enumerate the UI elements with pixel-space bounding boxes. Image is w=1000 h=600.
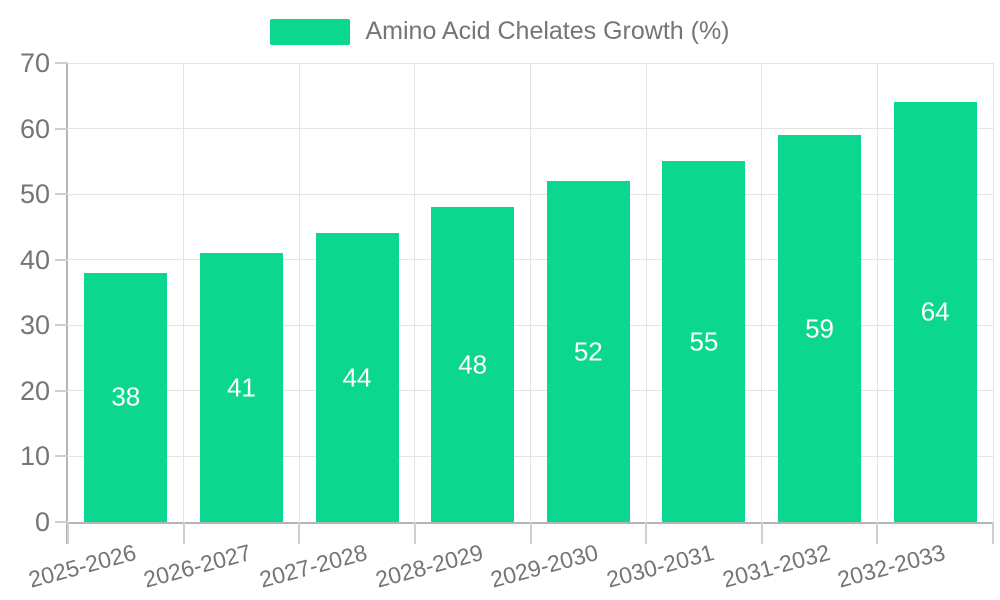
x-axis-tick xyxy=(413,522,416,544)
x-axis-tick xyxy=(760,522,763,544)
v-gridline xyxy=(761,63,763,522)
bar-value-label: 52 xyxy=(573,336,603,366)
y-axis-tick xyxy=(55,62,68,64)
y-axis-tick xyxy=(55,455,68,458)
legend[interactable]: Amino Acid Chelates Growth (%) xyxy=(0,17,1000,46)
y-axis-tick xyxy=(55,521,68,523)
v-gridline xyxy=(876,63,878,522)
bar-value-label: 64 xyxy=(920,296,950,327)
x-axis-tick-label: 2025-2026 xyxy=(25,539,139,593)
v-gridline xyxy=(298,63,300,522)
bar[interactable]: 48 xyxy=(431,207,515,522)
x-axis-tick xyxy=(298,522,301,544)
bar[interactable]: 44 xyxy=(315,233,399,522)
x-axis-tick-label: 2031-2032 xyxy=(719,539,833,593)
bar-value-label: 38 xyxy=(111,381,141,412)
bar-value-label: 48 xyxy=(458,349,488,380)
x-axis-tick xyxy=(529,522,532,544)
x-axis-tick xyxy=(67,522,69,544)
x-axis-tick-label: 2027-2028 xyxy=(256,539,370,593)
x-axis-tick-label: 2026-2027 xyxy=(141,539,255,593)
x-axis-tick-label: 2030-2031 xyxy=(603,539,717,593)
y-axis-tick xyxy=(55,193,68,196)
v-gridline xyxy=(645,63,647,522)
x-axis-tick xyxy=(182,522,185,544)
x-axis-tick xyxy=(992,522,994,544)
x-axis-tick-label: 2028-2029 xyxy=(372,539,486,593)
bar[interactable]: 38 xyxy=(84,272,168,522)
y-axis-tick xyxy=(55,258,68,261)
x-axis-tick-label: 2032-2033 xyxy=(834,539,948,593)
y-axis-tick-label: 60 xyxy=(19,113,50,144)
bar[interactable]: 59 xyxy=(778,135,862,522)
y-axis-tick-label: 20 xyxy=(19,375,50,406)
v-gridline xyxy=(530,63,531,522)
y-axis-tick-label: 10 xyxy=(19,441,50,472)
y-axis-line xyxy=(66,63,68,544)
v-gridline xyxy=(414,63,416,522)
y-axis-tick-label: 0 xyxy=(34,507,50,537)
legend-swatch[interactable] xyxy=(270,18,351,45)
legend-label[interactable]: Amino Acid Chelates Growth (%) xyxy=(365,17,730,45)
bar-value-label: 55 xyxy=(689,326,719,357)
y-axis-tick xyxy=(55,324,68,327)
bar-value-label: 59 xyxy=(805,313,835,344)
y-axis-tick-label: 70 xyxy=(19,48,50,78)
x-axis-tick xyxy=(645,522,648,544)
bar-value-label: 41 xyxy=(226,372,256,403)
plot-area: 0 10 20 30 40 50 60 70 38 41 44 48 52 55 59 64 2025-2026… xyxy=(20,48,994,593)
y-axis-tick-label: 40 xyxy=(19,244,50,275)
bar[interactable]: 55 xyxy=(662,161,746,522)
x-axis-tick xyxy=(876,522,879,544)
v-gridline xyxy=(183,63,185,522)
bar-value-label: 44 xyxy=(342,362,372,393)
bar[interactable]: 64 xyxy=(893,102,977,522)
y-axis-tick-label: 30 xyxy=(19,310,50,341)
v-gridline xyxy=(992,63,994,522)
bar[interactable]: 41 xyxy=(199,253,283,522)
bar[interactable]: 52 xyxy=(546,181,630,522)
x-axis-tick-label: 2029-2030 xyxy=(488,539,602,593)
y-axis-tick xyxy=(55,389,68,392)
y-axis-tick-label: 50 xyxy=(19,179,50,210)
y-axis-tick xyxy=(55,127,68,130)
